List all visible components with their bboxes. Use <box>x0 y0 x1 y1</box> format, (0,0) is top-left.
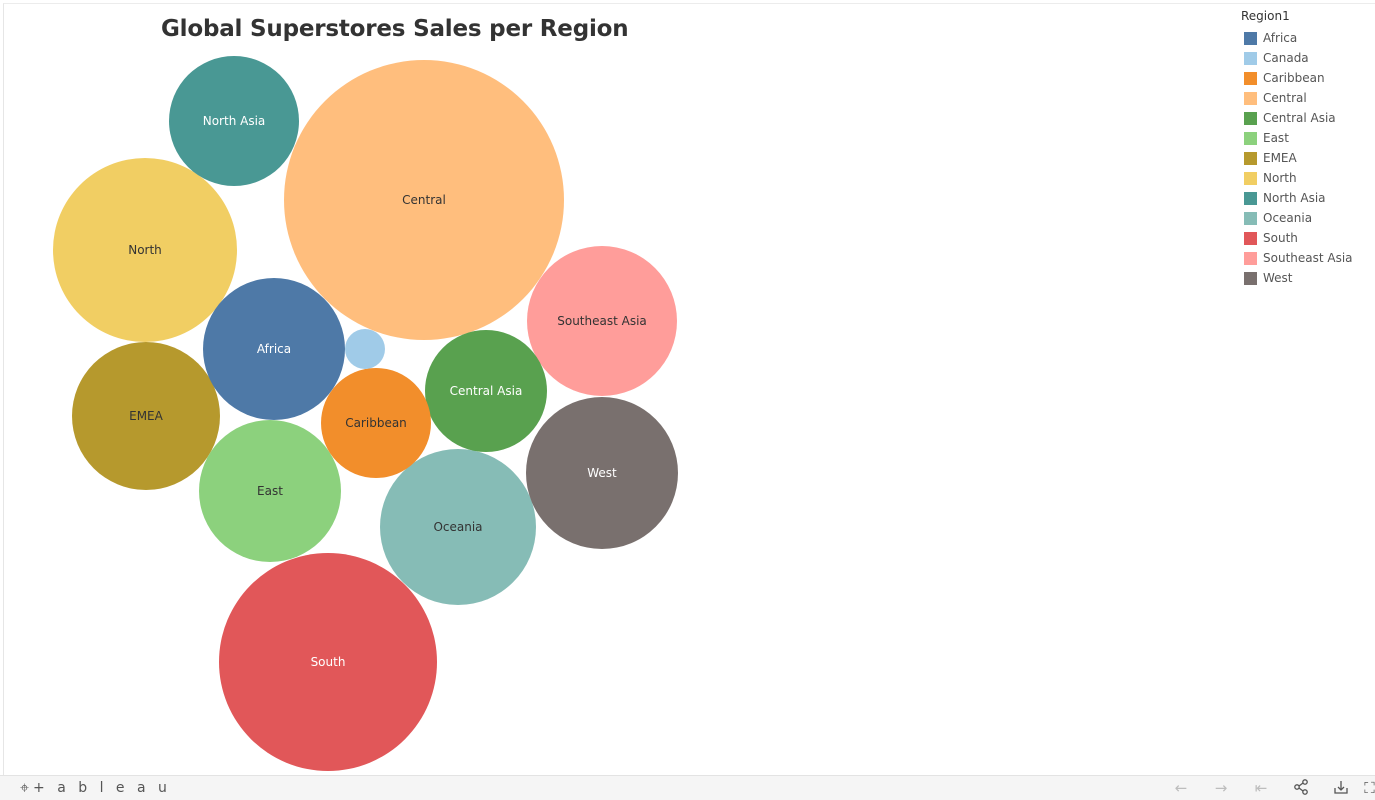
legend-item-north[interactable]: North <box>1241 168 1373 188</box>
bubble-label-oceania: Oceania <box>433 520 482 534</box>
legend-swatch <box>1244 271 1257 285</box>
legend-label: Canada <box>1263 51 1309 65</box>
bubble-southeast-asia[interactable] <box>527 246 677 396</box>
bubble-canada[interactable] <box>345 329 385 369</box>
legend-label: North Asia <box>1263 191 1326 205</box>
fullscreen-icon[interactable]: ⛶ <box>1364 779 1375 797</box>
tableau-logo-text: + a b l e a u <box>33 780 171 796</box>
legend-items: Africa Canada Caribbean Central Central Asia… <box>1241 28 1373 288</box>
legend-title: Region1 <box>1241 9 1290 23</box>
legend-label: Central Asia <box>1263 111 1336 125</box>
bubble-west[interactable] <box>526 397 678 549</box>
legend-swatch <box>1244 131 1257 145</box>
bubble-chart[interactable]: Central South North Oceania West Southeast As… <box>0 0 1230 775</box>
bubble-label-west: West <box>587 466 617 480</box>
download-icon[interactable] <box>1330 779 1352 797</box>
bubble-label-caribbean: Caribbean <box>345 416 407 430</box>
bubble-label-central-asia: Central Asia <box>450 384 523 398</box>
legend-item-north-asia[interactable]: North Asia <box>1241 188 1373 208</box>
legend-item-africa[interactable]: Africa <box>1241 28 1373 48</box>
bubble-label-east: East <box>257 484 283 498</box>
share-icon[interactable] <box>1290 779 1312 797</box>
tableau-toolbar: ⌖ + a b l e a u ← → ⇤ ⛶ <box>0 775 1375 800</box>
legend-label: Africa <box>1263 31 1298 45</box>
legend-label: Caribbean <box>1263 71 1325 85</box>
legend-item-oceania[interactable]: Oceania <box>1241 208 1373 228</box>
bubble-north[interactable] <box>53 158 237 342</box>
legend-label: EMEA <box>1263 151 1297 165</box>
legend: Region1 Africa Canada Caribbean Central Cent… <box>1241 8 1373 288</box>
legend-swatch <box>1244 211 1257 225</box>
bubble-label-north: North <box>128 243 162 257</box>
legend-item-west[interactable]: West <box>1241 268 1373 288</box>
undo-icon[interactable]: ← <box>1174 779 1188 797</box>
legend-label: South <box>1263 231 1298 245</box>
legend-item-south[interactable]: South <box>1241 228 1373 248</box>
bubble-central-asia[interactable] <box>425 330 547 452</box>
revert-icon[interactable]: ⇤ <box>1254 779 1268 797</box>
legend-swatch <box>1244 71 1257 85</box>
legend-swatch <box>1244 171 1257 185</box>
bubble-caribbean[interactable] <box>321 368 431 478</box>
bubble-oceania[interactable] <box>380 449 536 605</box>
bubble-north-asia[interactable] <box>169 56 299 186</box>
legend-item-canada[interactable]: Canada <box>1241 48 1373 68</box>
legend-label: Central <box>1263 91 1307 105</box>
bubble-label-south: South <box>311 655 346 669</box>
bubble-label-africa: Africa <box>257 342 291 356</box>
bubble-label-southeast-asia: Southeast Asia <box>557 314 647 328</box>
legend-label: East <box>1263 131 1289 145</box>
bubble-africa[interactable] <box>203 278 345 420</box>
legend-item-emea[interactable]: EMEA <box>1241 148 1373 168</box>
legend-swatch <box>1244 111 1257 125</box>
tableau-logo-icon: ⌖ <box>20 778 30 797</box>
bubble-emea[interactable] <box>72 342 220 490</box>
share-glyph <box>1294 779 1308 795</box>
bubble-label-north-asia: North Asia <box>203 114 266 128</box>
legend-swatch <box>1244 251 1257 265</box>
legend-label: Oceania <box>1263 211 1313 225</box>
legend-swatch <box>1244 231 1257 245</box>
legend-swatch <box>1244 191 1257 205</box>
bubble-south[interactable] <box>219 553 437 771</box>
legend-swatch <box>1244 91 1257 105</box>
bubble-east[interactable] <box>199 420 341 562</box>
download-glyph <box>1334 781 1348 794</box>
legend-item-central-asia[interactable]: Central Asia <box>1241 108 1373 128</box>
legend-item-caribbean[interactable]: Caribbean <box>1241 68 1373 88</box>
legend-item-southeast-asia[interactable]: Southeast Asia <box>1241 248 1373 268</box>
legend-swatch <box>1244 51 1257 65</box>
legend-item-east[interactable]: East <box>1241 128 1373 148</box>
redo-icon[interactable]: → <box>1214 779 1228 797</box>
bubble-central[interactable] <box>284 60 564 340</box>
legend-label: Southeast Asia <box>1263 251 1353 265</box>
bubble-label-central: Central <box>402 193 446 207</box>
legend-swatch <box>1244 151 1257 165</box>
legend-label: West <box>1263 271 1293 285</box>
legend-swatch <box>1244 31 1257 45</box>
viz-frame <box>3 3 1375 775</box>
tableau-logo[interactable]: ⌖ + a b l e a u <box>20 779 171 797</box>
chart-title: Global Superstores Sales per Region <box>161 16 629 42</box>
legend-item-central[interactable]: Central <box>1241 88 1373 108</box>
bubble-label-emea: EMEA <box>129 409 164 423</box>
legend-label: North <box>1263 171 1297 185</box>
